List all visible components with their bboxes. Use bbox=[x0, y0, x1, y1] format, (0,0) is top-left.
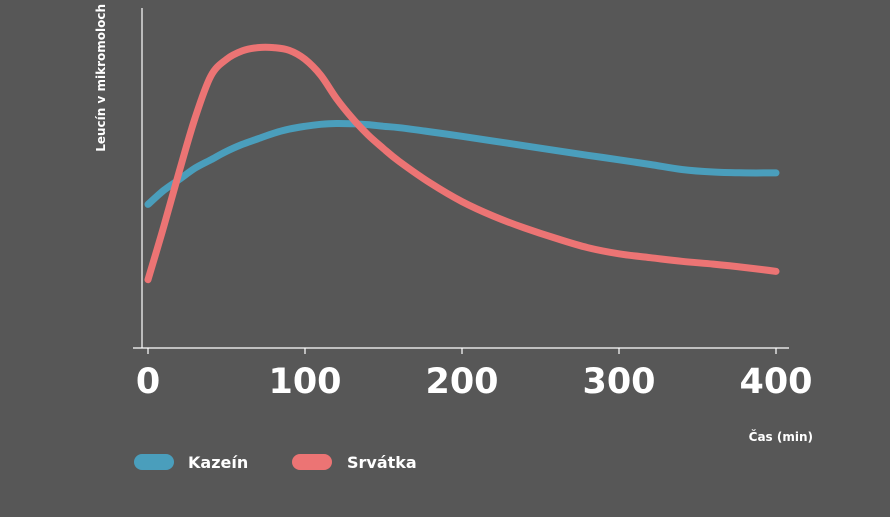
x-tick-marks bbox=[147, 348, 777, 354]
legend-label: Kazeín bbox=[188, 453, 248, 472]
x-tick-label: 0 bbox=[136, 362, 160, 402]
x-tick-label: 200 bbox=[425, 362, 498, 402]
x-tick-label: 300 bbox=[582, 362, 655, 402]
legend: Kazeín Srvátka bbox=[134, 453, 417, 472]
x-tick-label: 100 bbox=[268, 362, 341, 402]
legend-swatch bbox=[292, 454, 332, 470]
series-lines bbox=[144, 43, 780, 284]
series-line-1 bbox=[144, 119, 780, 208]
x-tick-label: 400 bbox=[739, 362, 812, 402]
legend-swatch bbox=[134, 454, 174, 470]
x-axis-title: Čas (min) bbox=[749, 429, 813, 444]
series-line-2 bbox=[144, 43, 780, 284]
legend-label: Srvátka bbox=[347, 453, 417, 472]
x-tick-labels: 0 100 200 300 400 bbox=[136, 362, 813, 402]
y-axis-title: Leucín v mikromoloch bbox=[94, 4, 108, 152]
